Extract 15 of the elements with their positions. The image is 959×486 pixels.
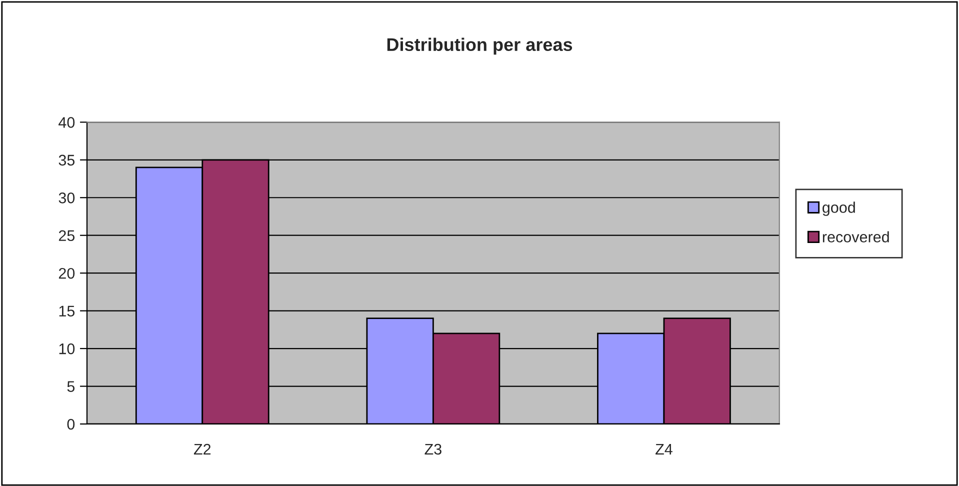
x-tick-label: Z4	[656, 444, 672, 454]
y-tick-label: 10	[59, 343, 75, 354]
y-tick-label: 25	[58, 230, 75, 242]
y-tick-label: 5	[67, 381, 75, 392]
y-tick-label: 15	[59, 306, 75, 316]
y-tick-label: 20	[58, 268, 75, 279]
x-tick-label: Z3	[424, 444, 442, 455]
legend-label: good	[822, 202, 855, 216]
y-tick-label: 30	[58, 192, 75, 204]
y-tick-label: 40	[58, 117, 75, 128]
y-tick-label: 0	[67, 418, 75, 430]
legend-label: recovered	[822, 231, 889, 242]
chart-title: Distribution per areas	[387, 38, 572, 55]
y-tick-label: 35	[58, 154, 75, 166]
x-tick-label: Z2	[194, 444, 211, 454]
